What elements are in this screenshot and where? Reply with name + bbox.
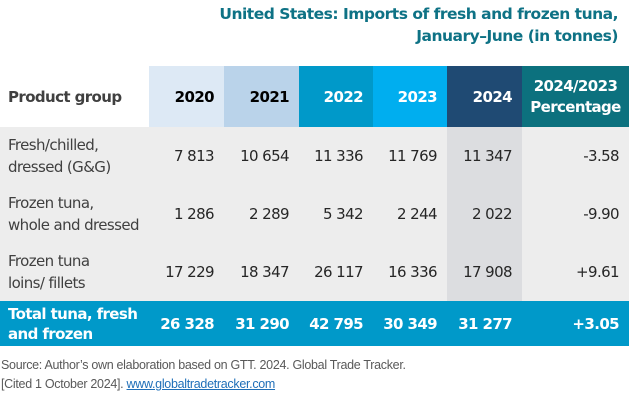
cell-2020: 7 813	[149, 127, 224, 185]
cell-2021: 18 347	[224, 243, 299, 301]
table-row: Fresh/chilled, dressed (G&G) 7 813 10 654…	[0, 127, 629, 185]
header-2024: 2024	[447, 66, 522, 127]
cell-2022: 26 117	[299, 243, 373, 301]
cell-2022: 11 336	[299, 127, 373, 185]
source-note: Source: Author’s own elaboration based o…	[1, 356, 406, 394]
title-line-2: January–June (in tonnes)	[416, 27, 618, 45]
cell-2023: 11 769	[373, 127, 447, 185]
tuna-imports-table: Product group 2020 2021 2022 2023 2024 2…	[0, 66, 629, 346]
table-row: Frozen tuna, whole and dressed 1 286 2 28…	[0, 185, 629, 243]
cell-2024: 2 022	[447, 185, 522, 243]
cell-2022: 5 342	[299, 185, 373, 243]
row-label-line-2: loins/ fillets	[8, 274, 86, 292]
header-pct-line-1: 2024/2023	[533, 76, 618, 95]
total-label-line-1: Total tuna, fresh	[8, 304, 138, 323]
total-label: Total tuna, fresh and frozen	[0, 301, 149, 346]
cell-2021: 2 289	[224, 185, 299, 243]
cell-2024: 11 347	[447, 127, 522, 185]
table-title: United States: Imports of fresh and froz…	[219, 3, 618, 47]
header-pct-line-2: Percentage	[530, 97, 621, 116]
total-2020: 26 328	[149, 301, 224, 346]
total-percentage: +3.05	[522, 301, 629, 346]
row-label-line-2: whole and dressed	[8, 216, 139, 234]
cell-2023: 2 244	[373, 185, 447, 243]
source-link[interactable]: www.globaltradetracker.com	[126, 377, 276, 391]
total-row: Total tuna, fresh and frozen 26 328 31 29…	[0, 301, 629, 346]
source-line-1: Source: Author’s own elaboration based o…	[1, 358, 406, 372]
header-2022: 2022	[299, 66, 373, 127]
total-2023: 30 349	[373, 301, 447, 346]
cell-2020: 17 229	[149, 243, 224, 301]
cell-2023: 16 336	[373, 243, 447, 301]
header-row: Product group 2020 2021 2022 2023 2024 2…	[0, 66, 629, 127]
row-label-line-2: dressed (G&G)	[8, 158, 111, 176]
header-2021: 2021	[224, 66, 299, 127]
row-label-line-1: Frozen tuna	[8, 252, 90, 270]
total-label-line-2: and frozen	[8, 324, 93, 343]
table-row: Frozen tuna loins/ fillets 17 229 18 347 …	[0, 243, 629, 301]
row-label: Fresh/chilled, dressed (G&G)	[0, 127, 149, 185]
total-2022: 42 795	[299, 301, 373, 346]
cell-2024: 17 908	[447, 243, 522, 301]
total-2021: 31 290	[224, 301, 299, 346]
row-label: Frozen tuna loins/ fillets	[0, 243, 149, 301]
cell-percentage: -3.58	[522, 127, 629, 185]
source-line-2: [Cited 1 October 2024]. www.globaltradet…	[1, 375, 406, 394]
cell-percentage: -9.90	[522, 185, 629, 243]
header-percentage: 2024/2023 Percentage	[522, 66, 629, 127]
row-label: Frozen tuna, whole and dressed	[0, 185, 149, 243]
cell-2021: 10 654	[224, 127, 299, 185]
row-label-line-1: Fresh/chilled,	[8, 136, 99, 154]
header-2020: 2020	[149, 66, 224, 127]
cell-2020: 1 286	[149, 185, 224, 243]
source-cited-text: [Cited 1 October 2024].	[1, 377, 127, 391]
row-label-line-1: Frozen tuna,	[8, 194, 94, 212]
header-product-group: Product group	[0, 66, 149, 127]
header-2023: 2023	[373, 66, 447, 127]
cell-percentage: +9.61	[522, 243, 629, 301]
total-2024: 31 277	[447, 301, 522, 346]
title-line-1: United States: Imports of fresh and froz…	[219, 5, 618, 23]
